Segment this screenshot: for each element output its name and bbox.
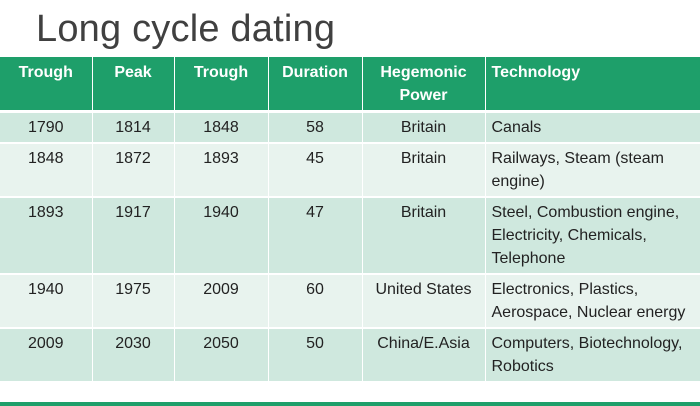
- cell-trough-end: 2050: [174, 328, 269, 383]
- cell-trough-end: 1893: [174, 143, 269, 198]
- cell-duration: 50: [268, 328, 363, 383]
- cell-technology: Steel, Combustion engine, Electricity, C…: [485, 197, 700, 275]
- cell-peak: 1814: [92, 111, 175, 144]
- page-title: Long cycle dating: [36, 8, 336, 50]
- column-header-trough-end: Trough: [174, 57, 269, 113]
- cell-technology: Canals: [485, 111, 700, 144]
- cell-duration: 47: [268, 197, 363, 275]
- table-header-row: Trough Peak Trough Duration Hegemonic Po…: [0, 57, 700, 113]
- cell-trough-end: 1940: [174, 197, 269, 275]
- cell-trough-end: 2009: [174, 274, 269, 329]
- cell-trough-start: 1848: [0, 143, 93, 198]
- cell-peak: 1975: [92, 274, 175, 329]
- long-cycle-table: Trough Peak Trough Duration Hegemonic Po…: [0, 57, 700, 383]
- cell-hegemonic-power: Britain: [362, 143, 486, 198]
- column-header-peak: Peak: [92, 57, 175, 113]
- cell-hegemonic-power: Britain: [362, 111, 486, 144]
- cell-trough-start: 1790: [0, 111, 93, 144]
- bottom-rule: [0, 402, 700, 406]
- cell-hegemonic-power: United States: [362, 274, 486, 329]
- cell-peak: 2030: [92, 328, 175, 383]
- column-header-technology: Technology: [485, 57, 700, 113]
- table-row: 2009 2030 2050 50 China/E.Asia Computers…: [0, 328, 700, 383]
- table-row: 1848 1872 1893 45 Britain Railways, Stea…: [0, 143, 700, 198]
- cell-technology: Railways, Steam (steam engine): [485, 143, 700, 198]
- cell-trough-end: 1848: [174, 111, 269, 144]
- cell-technology: Computers, Biotechnology, Robotics: [485, 328, 700, 383]
- cell-peak: 1872: [92, 143, 175, 198]
- column-header-trough-start: Trough: [0, 57, 93, 113]
- cell-trough-start: 1940: [0, 274, 93, 329]
- table-row: 1790 1814 1848 58 Britain Canals: [0, 111, 700, 144]
- cell-duration: 58: [268, 111, 363, 144]
- cell-duration: 60: [268, 274, 363, 329]
- column-header-hegemonic-power: Hegemonic Power: [362, 57, 486, 113]
- table-row: 1893 1917 1940 47 Britain Steel, Combust…: [0, 197, 700, 275]
- cell-trough-start: 1893: [0, 197, 93, 275]
- cell-hegemonic-power: Britain: [362, 197, 486, 275]
- cell-peak: 1917: [92, 197, 175, 275]
- cell-duration: 45: [268, 143, 363, 198]
- table-row: 1940 1975 2009 60 United States Electron…: [0, 274, 700, 329]
- column-header-duration: Duration: [268, 57, 363, 113]
- cell-hegemonic-power: China/E.Asia: [362, 328, 486, 383]
- cell-trough-start: 2009: [0, 328, 93, 383]
- cell-technology: Electronics, Plastics, Aerospace, Nuclea…: [485, 274, 700, 329]
